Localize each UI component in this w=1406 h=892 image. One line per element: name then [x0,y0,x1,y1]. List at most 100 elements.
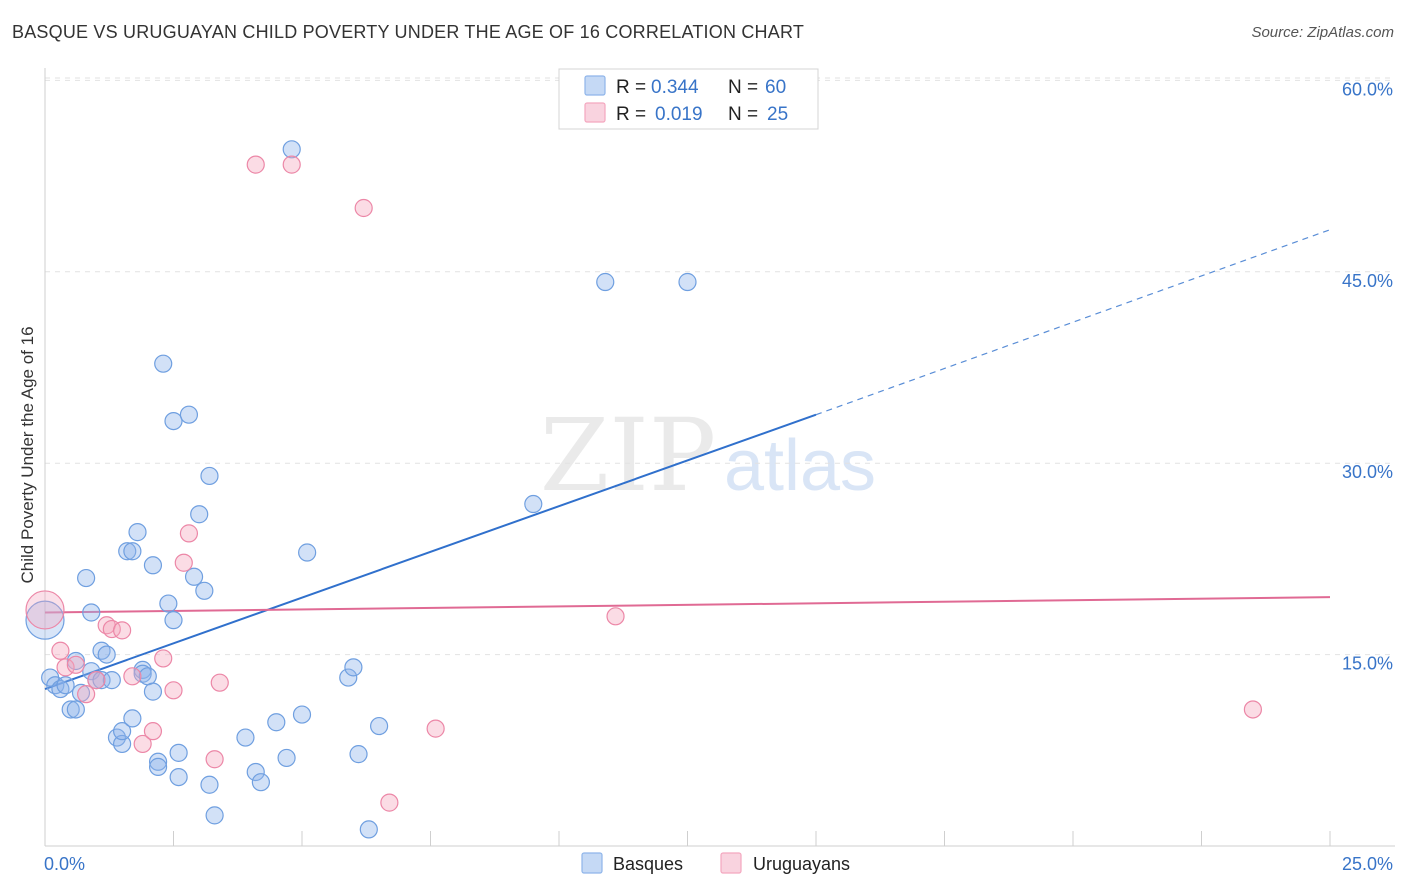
basques-point-33 [164,611,183,630]
uruguayans-point-24 [1243,700,1263,719]
basques-point-19 [118,542,137,561]
basques-point-31 [159,594,178,613]
basques-point-5 [66,651,85,671]
basques-point-46 [267,713,286,732]
watermark: ZIP atlas [540,397,876,514]
basques-stat-swatch [584,75,606,96]
basques-point-4 [61,700,80,719]
uruguayans-point-21 [380,793,399,812]
data-points [25,140,1263,839]
uruguayans-point-1 [51,641,70,660]
basques-point-6 [66,700,85,719]
uruguayans-r-label: R = [616,104,646,125]
basques-point-3 [56,676,75,695]
uruguayans-point-20 [354,198,373,218]
basques-point-29 [148,757,168,776]
basques-point-22 [128,523,147,542]
watermark-zip: ZIP [540,397,716,514]
uruguayans-point-14 [174,553,193,572]
uruguayans-point-18 [246,155,265,174]
basques-point-50 [298,543,317,562]
uruguayans-point-9 [123,667,142,686]
uruguayans-point-11 [143,722,163,741]
basques-trend-extension [815,229,1331,416]
uruguayans-point-22 [426,719,445,738]
uruguayans-n-value: 25 [767,104,788,125]
series-legend: Basques Uruguayans [581,852,850,874]
basques-point-52 [344,658,363,677]
uruguayans-n-label: N = [728,104,758,125]
basques-n-value: 60 [765,77,786,98]
basques-point-8 [77,568,96,588]
uruguayans-point-17 [210,673,229,692]
basques-r-value: 0.344 [651,77,699,98]
basques-point-9 [82,662,101,681]
uruguayans-point-13 [164,681,183,700]
basques-point-48 [282,140,301,159]
basques-point-39 [195,581,214,600]
source-credit: Source: ZipAtlas.com [1251,24,1394,41]
basques-point-51 [339,668,358,687]
basques-point-54 [359,820,378,839]
basques-point-38 [190,505,209,524]
basques-point-25 [138,667,157,686]
basques-point-49 [292,705,312,724]
basques-point-17 [112,734,132,754]
uruguayans-point-16 [205,750,224,769]
legend-swatch-basques [581,852,603,874]
uruguayans-stat-swatch [584,102,606,123]
basques-point-21 [123,709,142,728]
trend-lines [44,229,1331,690]
y-tick-label-45: 45.0% [1342,271,1393,291]
legend-label-uruguayans: Uruguayans [753,854,850,874]
basques-point-47 [277,748,296,768]
basques-point-43 [236,728,255,747]
basques-point-53 [349,745,368,764]
basques-point-27 [143,682,163,701]
basques-point-57 [596,272,615,292]
basques-trend-line [44,413,817,690]
y-tick-label-15: 15.0% [1342,654,1393,674]
basques-point-59 [25,600,65,640]
basques-point-35 [169,767,188,787]
basques-point-15 [102,671,121,690]
legend-swatch-uruguayans [720,852,742,874]
basques-point-34 [169,743,188,762]
uruguayans-point-10 [133,734,152,754]
uruguayans-point-0 [25,590,65,630]
basques-point-40 [200,466,219,486]
basques-point-45 [251,773,270,792]
uruguayans-point-19 [282,155,301,174]
tick-labels: 15.0% 30.0% 45.0% 60.0% 0.0% 25.0% [44,79,1393,874]
basques-point-20 [123,542,142,561]
uruguayans-point-4 [77,685,96,704]
basques-point-10 [82,603,101,622]
y-tick-label-30: 30.0% [1342,462,1393,482]
uruguayans-point-5 [87,671,106,690]
basques-point-36 [179,405,199,424]
uruguayans-point-3 [66,655,85,674]
axes [44,68,1395,847]
basques-point-56 [524,494,543,514]
basques-point-58 [678,272,697,292]
basques-n-label: N = [728,77,758,98]
basques-point-13 [92,671,111,690]
stats-legend: R = 0.344 N = 60 R = 0.019 N = 25 [558,68,819,130]
basques-point-32 [164,411,183,431]
basques-point-14 [97,645,116,664]
basques-point-30 [154,354,173,373]
basques-r-label: R = [616,77,646,98]
uruguayans-point-15 [179,524,199,543]
basques-point-26 [143,556,163,575]
basques-point-42 [205,806,224,825]
basques-point-41 [200,775,219,794]
uruguayans-point-23 [606,607,625,626]
uruguayans-r-value: 0.019 [655,104,703,125]
x-tick-label-0: 0.0% [44,854,85,874]
basques-point-28 [148,752,168,771]
uruguayans-trend-line [44,596,1331,614]
chart-title: BASQUE VS URUGUAYAN CHILD POVERTY UNDER … [12,22,805,42]
basques-point-18 [112,722,132,741]
x-tick-label-25: 25.0% [1342,854,1393,874]
